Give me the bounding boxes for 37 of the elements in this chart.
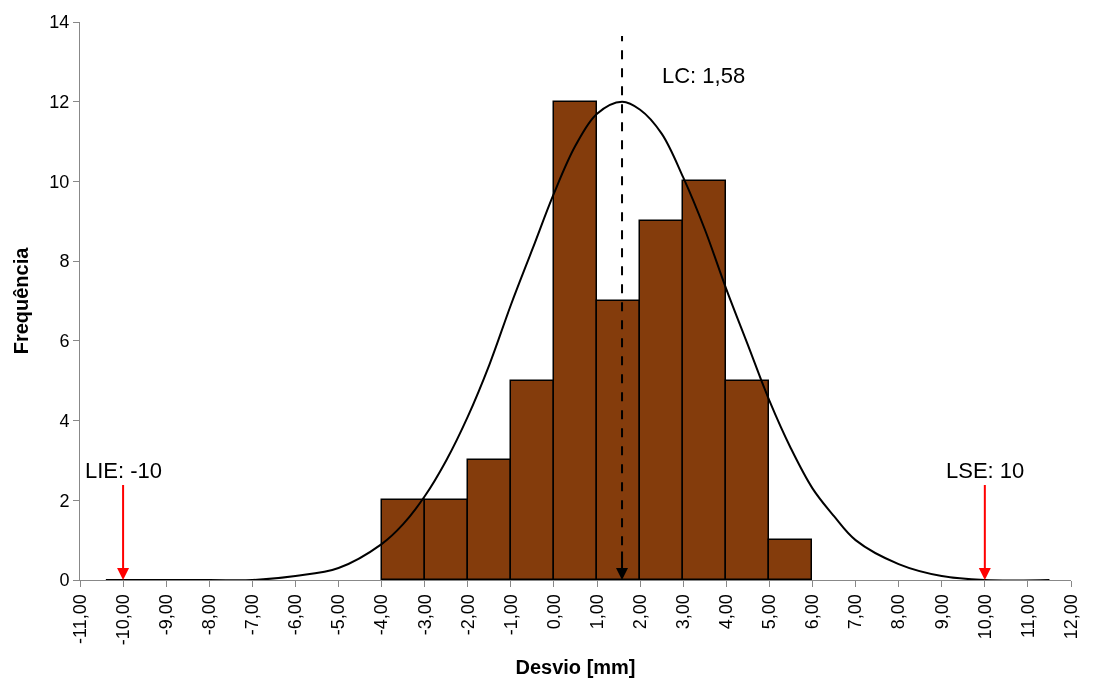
x-tick-label: 4,00 [716,594,737,630]
x-tick-label: -11,00 [69,594,90,644]
x-tick-label: -3,00 [414,594,435,636]
x-tick-label: -9,00 [156,594,177,636]
x-tick-label: 9,00 [931,594,952,630]
x-tick-label: 3,00 [673,594,694,630]
x-axis-title: Desvio [mm] [515,655,636,678]
x-tick-label: -4,00 [371,594,392,636]
x-tick-label: -1,00 [500,594,521,636]
x-tick-label: 10,00 [974,594,995,640]
y-tick-label: 8 [59,251,70,272]
x-tick-label: -2,00 [457,594,478,636]
x-tick-label: 11,00 [1017,594,1038,638]
ref-line-label: LC: 1,58 [662,63,746,88]
annotation: LSE: 10 [946,458,1025,483]
x-tick-label: 2,00 [629,594,650,630]
x-tick-label: 5,00 [759,594,780,630]
annotation: LIE: -10 [85,458,163,483]
x-tick-label: -5,00 [328,594,349,636]
x-tick-label: -6,00 [285,594,306,636]
x-tick-label: -10,00 [112,594,133,646]
x-tick-label: 7,00 [845,594,866,630]
x-tick-label: 1,00 [586,594,607,630]
y-tick-label: 6 [59,331,70,352]
y-tick-label: 14 [49,12,70,33]
x-tick-label: 6,00 [802,594,823,630]
y-tick-label: 12 [49,92,70,113]
x-tick-label: -7,00 [242,594,263,636]
y-tick-label: 0 [59,570,70,591]
y-tick-label: 10 [49,171,70,192]
x-tick-label: 0,00 [543,594,564,630]
x-tick-label: 8,00 [888,594,909,630]
y-axis-title: Frequência [9,246,32,355]
x-tick-label: 12,00 [1060,594,1081,640]
x-tick-label: -8,00 [199,594,220,636]
y-tick-label: 2 [59,490,70,511]
y-tick-label: 4 [59,410,70,431]
